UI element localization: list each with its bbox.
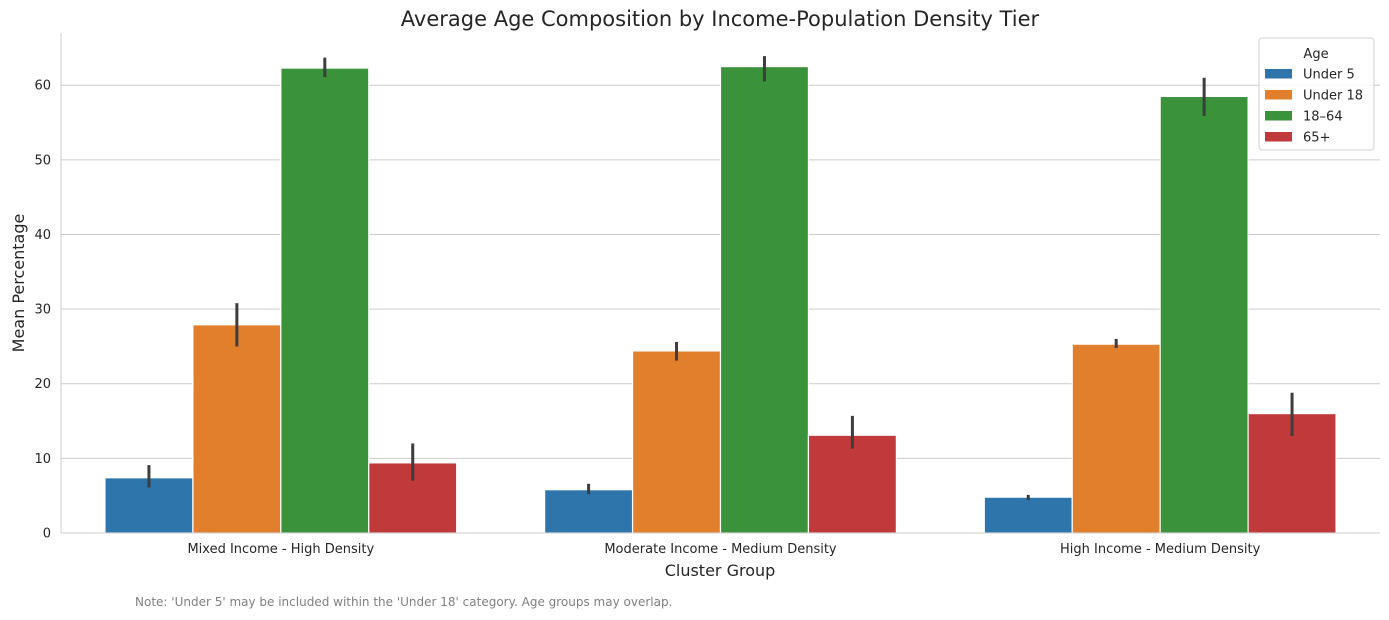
legend-label-under-18: Under 18	[1303, 89, 1363, 104]
bar-under-5-moderate-income-medium-density	[544, 489, 634, 534]
legend-swatch-18-64	[1265, 111, 1292, 121]
x-tick-label: High Income - Medium Density	[1060, 542, 1261, 557]
legend-swatch-65	[1265, 132, 1292, 142]
legend-label-18-64: 18–64	[1303, 110, 1343, 125]
legend: Age Under 5 Under 18 18–64 65+	[1258, 37, 1375, 151]
bar-18-64-high-income-medium-density	[1159, 95, 1249, 534]
x-tick-label: Mixed Income - High Density	[187, 542, 374, 557]
y-tick-labels: 0 10 20 30 40 50 60	[34, 79, 51, 542]
x-tick-labels: Mixed Income - High Density Moderate Inco…	[187, 542, 1260, 557]
bar-under-5-high-income-medium-density	[983, 496, 1073, 534]
footnote: Note: 'Under 5' may be included within t…	[135, 595, 673, 609]
y-tick-label: 40	[34, 228, 51, 243]
chart-title: Average Age Composition by Income-Popula…	[401, 7, 1040, 31]
bar-18-64-moderate-income-medium-density	[719, 65, 810, 534]
y-tick-label: 20	[34, 377, 51, 392]
y-tick-label: 0	[43, 527, 51, 542]
bars	[104, 65, 1337, 534]
x-axis-title: Cluster Group	[665, 561, 776, 580]
y-axis-title: Mean Percentage	[9, 214, 28, 353]
x-tick-label: Moderate Income - Medium Density	[604, 542, 837, 557]
legend-box	[1258, 37, 1375, 151]
bar-under-18-moderate-income-medium-density	[631, 350, 722, 534]
y-tick-label: 60	[34, 79, 51, 94]
y-tick-label: 30	[34, 303, 51, 318]
y-tick-label: 10	[34, 452, 51, 467]
legend-swatch-under-18	[1265, 90, 1292, 100]
legend-title: Age	[1303, 47, 1328, 62]
bar-65-moderate-income-medium-density	[807, 434, 897, 534]
bar-under-18-high-income-medium-density	[1071, 343, 1161, 534]
legend-swatch-under-5	[1265, 69, 1292, 79]
bar-under-18-mixed-income-high-density	[192, 324, 282, 534]
bar-18-64-mixed-income-high-density	[280, 67, 370, 534]
error-bars	[147, 56, 1294, 501]
legend-items: Under 5 Under 18 18–64 65+	[1265, 68, 1363, 146]
legend-label-65: 65+	[1303, 131, 1330, 146]
y-tick-label: 50	[34, 153, 51, 168]
legend-label-under-5: Under 5	[1303, 68, 1355, 83]
